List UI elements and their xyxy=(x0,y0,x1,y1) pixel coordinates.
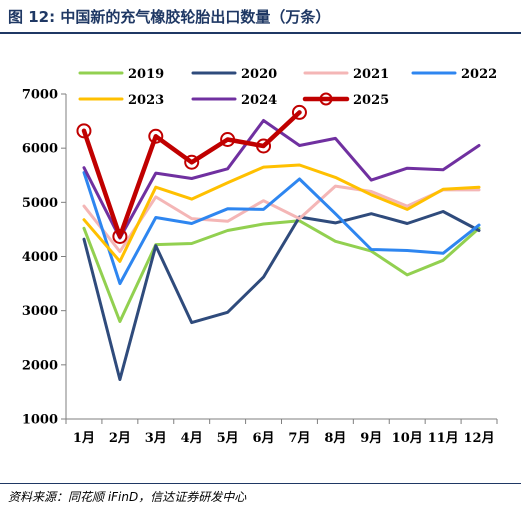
title-rule xyxy=(0,32,521,34)
x-tick-label: 9月 xyxy=(360,431,382,446)
legend-label-2023: 2023 xyxy=(128,93,164,108)
legend: 2019 2020 2021 2022 2023 2024 2025 xyxy=(78,67,497,108)
data-point-2025 xyxy=(220,132,236,147)
axes: 1000 2000 3000 4000 5000 6000 7000 1月 2月 3月 4月 5月 6月… xyxy=(22,88,498,446)
legend-label-2021: 2021 xyxy=(353,67,389,82)
x-tick-label: 12月 xyxy=(463,431,494,446)
legend-label-2022: 2022 xyxy=(461,67,497,82)
series-line-2020 xyxy=(82,210,481,381)
source-note: 资料来源：同花顺 iFinD，信达证券研发中心 xyxy=(8,490,247,504)
x-tick-label: 8月 xyxy=(324,431,346,446)
y-tick-label: 5000 xyxy=(22,196,58,211)
data-point-2025 xyxy=(112,228,128,244)
data-point-2025 xyxy=(76,123,92,139)
x-tick-label: 7月 xyxy=(288,431,310,446)
data-point-2025 xyxy=(148,128,164,144)
series-line-2019 xyxy=(82,219,481,323)
bottom-rule xyxy=(0,483,521,484)
legend-marker-2025 xyxy=(319,92,333,106)
series-line-2022 xyxy=(82,171,481,286)
y-tick-label: 4000 xyxy=(22,250,58,265)
legend-label-2020: 2020 xyxy=(241,67,277,82)
y-tick-label: 7000 xyxy=(22,88,58,103)
y-tick-label: 2000 xyxy=(22,358,58,373)
data-point-2025 xyxy=(184,154,200,170)
series-group xyxy=(76,104,481,381)
x-tick-label: 2月 xyxy=(109,431,131,446)
data-point-2025 xyxy=(291,104,307,120)
y-tick-label: 6000 xyxy=(22,142,58,157)
y-tick-label: 3000 xyxy=(22,304,58,319)
x-tick-label: 5月 xyxy=(217,431,239,446)
x-tick-label: 10月 xyxy=(392,431,423,446)
legend-label-2024: 2024 xyxy=(241,93,277,108)
x-tick-label: 3月 xyxy=(145,431,167,446)
x-tick-label: 4月 xyxy=(181,431,203,446)
series-line-2025 xyxy=(81,110,302,239)
series-line-2024 xyxy=(82,119,481,240)
legend-label-2019: 2019 xyxy=(128,67,164,82)
series-line-2023 xyxy=(82,163,481,263)
y-tick-label: 1000 xyxy=(22,413,58,428)
legend-label-2025: 2025 xyxy=(353,93,389,108)
x-tick-label: 6月 xyxy=(253,431,275,446)
series-line-2021 xyxy=(82,184,481,254)
data-point-2025 xyxy=(256,138,272,154)
x-tick-label: 11月 xyxy=(428,431,459,446)
x-tick-label: 1月 xyxy=(73,431,95,446)
figure-title: 图 12: 中国新的充气橡胶轮胎出口数量（万条） xyxy=(8,8,331,26)
